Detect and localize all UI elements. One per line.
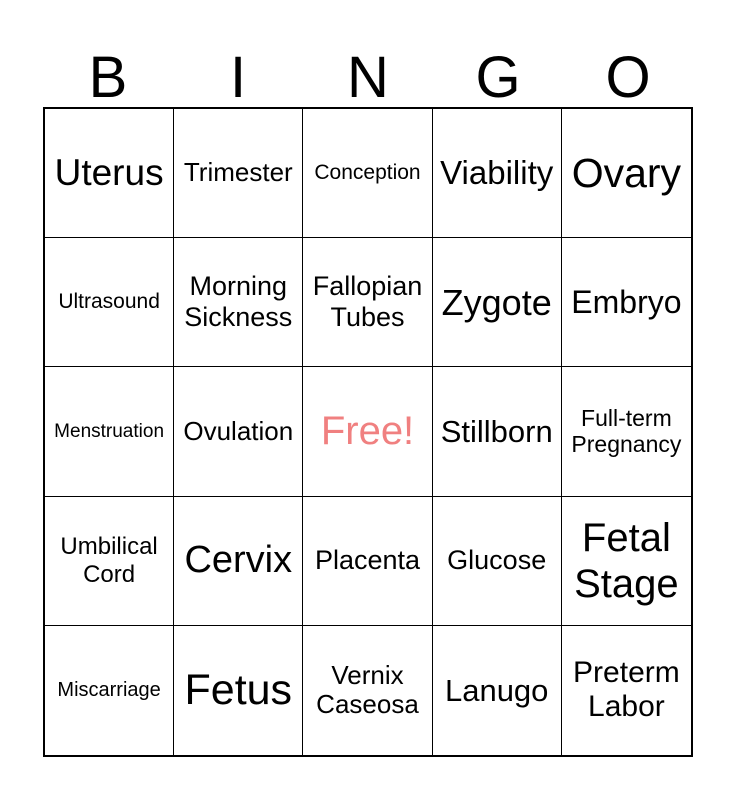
bingo-cell[interactable]: Ovulation xyxy=(174,367,304,497)
bingo-grid: Uterus Trimester Conception Viability Ov… xyxy=(43,107,693,757)
bingo-cell[interactable]: Ultrasound xyxy=(45,238,175,368)
bingo-cell[interactable]: Glucose xyxy=(432,496,562,626)
bingo-cell[interactable]: Vernix Caseosa xyxy=(303,625,433,755)
bingo-cell[interactable]: Placenta xyxy=(303,496,433,626)
bingo-cell[interactable]: Full-term Pregnancy xyxy=(561,367,691,497)
bingo-cell[interactable]: Conception xyxy=(303,109,433,239)
bingo-cell[interactable]: Zygote xyxy=(432,238,562,368)
bingo-cell[interactable]: Cervix xyxy=(174,496,304,626)
bingo-cell[interactable]: Morning Sickness xyxy=(174,238,304,368)
free-space-cell[interactable]: Free! xyxy=(303,367,433,497)
bingo-cell[interactable]: Preterm Labor xyxy=(561,625,691,755)
bingo-cell[interactable]: Fetus xyxy=(174,625,304,755)
bingo-cell[interactable]: Trimester xyxy=(174,109,304,239)
bingo-header: B I N G O xyxy=(43,0,693,107)
bingo-cell[interactable]: Ovary xyxy=(561,109,691,239)
bingo-cell[interactable]: Embryo xyxy=(561,238,691,368)
bingo-cell[interactable]: Fetal Stage xyxy=(561,496,691,626)
header-letter-g: G xyxy=(475,45,521,110)
header-letter-b: B xyxy=(88,45,128,110)
bingo-cell[interactable]: Miscarriage xyxy=(45,625,175,755)
header-letter-o: O xyxy=(605,45,651,110)
bingo-cell[interactable]: Fallopian Tubes xyxy=(303,238,433,368)
bingo-cell[interactable]: Menstruation xyxy=(45,367,175,497)
bingo-cell[interactable]: Umbilical Cord xyxy=(45,496,175,626)
bingo-card: B I N G O Uterus Trimester Conception Vi… xyxy=(43,0,693,757)
header-letter-i: I xyxy=(229,45,247,110)
bingo-cell[interactable]: Uterus xyxy=(45,109,175,239)
bingo-cell[interactable]: Stillborn xyxy=(432,367,562,497)
header-letter-n: N xyxy=(347,45,389,110)
bingo-cell[interactable]: Viability xyxy=(432,109,562,239)
bingo-cell[interactable]: Lanugo xyxy=(432,625,562,755)
